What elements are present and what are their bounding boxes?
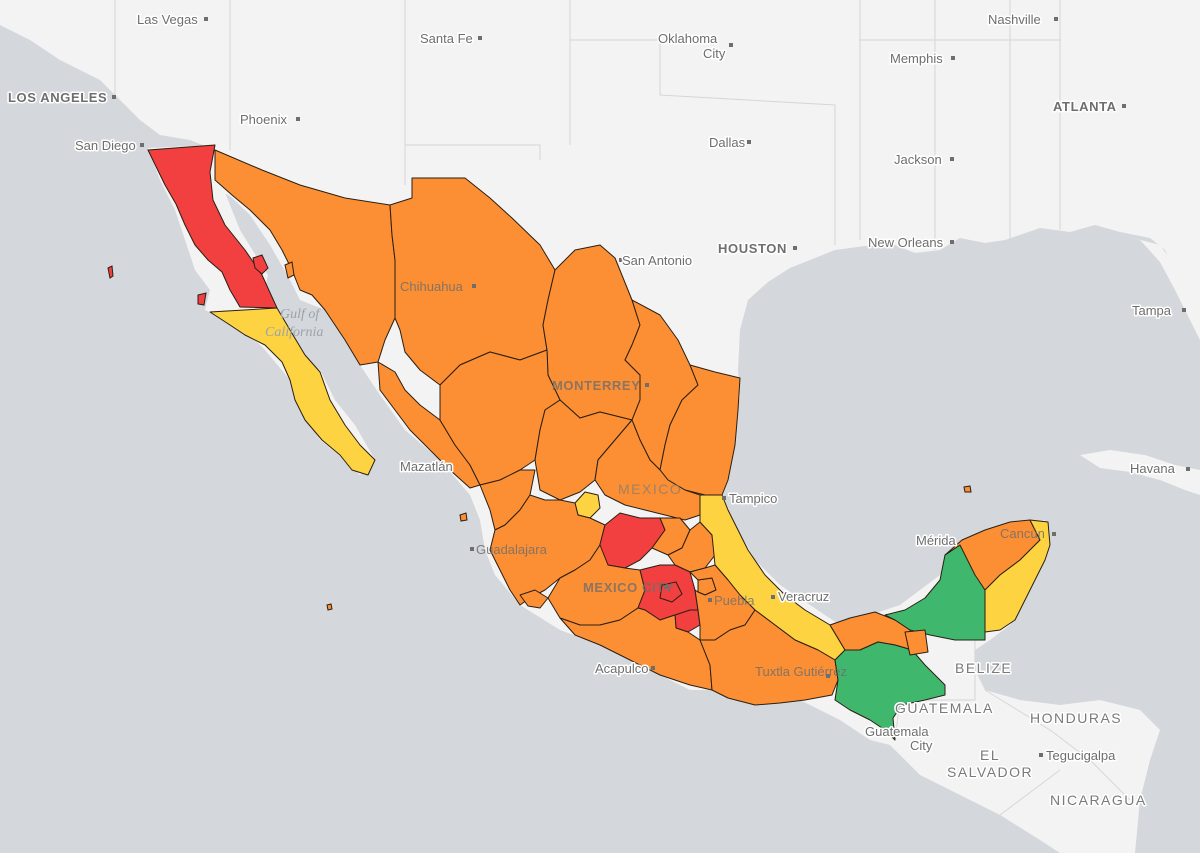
label-san-diego: San Diego: [75, 138, 136, 153]
label-atlanta: ATLANTA: [1053, 99, 1117, 114]
label-san-antonio: San Antonio: [622, 253, 692, 268]
label-tampico: Tampico: [729, 491, 777, 506]
label-memphis: Memphis: [890, 51, 943, 66]
label-california: California: [265, 325, 323, 340]
label-honduras: HONDURAS: [1030, 710, 1122, 726]
label-guatemala-city-2: City: [910, 738, 933, 753]
label-santa-fe: Santa Fe: [420, 31, 473, 46]
state-hidalgo[interactable]: [667, 521, 716, 573]
label-el: EL: [980, 747, 1000, 763]
island-cedros: [197, 292, 207, 306]
state-baja-california[interactable]: [147, 144, 278, 309]
state-sonora[interactable]: [214, 149, 396, 366]
state-chiapas[interactable]: [834, 641, 946, 741]
label-guatemala: GUATEMALA: [895, 700, 994, 716]
label-belize: BELIZE: [955, 660, 1012, 676]
label-phoenix: Phoenix: [240, 112, 287, 127]
islands: [107, 254, 972, 611]
label-los-angeles: LOS ANGELES: [8, 90, 107, 105]
state-guerrero[interactable]: [559, 607, 713, 691]
city-markers: [112, 17, 1190, 757]
label-cancun: Cancún: [1000, 526, 1045, 541]
state-tamaulipas[interactable]: [659, 364, 741, 496]
label-guadalajara: Guadalajara: [476, 542, 548, 557]
label-oklahoma: Oklahoma: [658, 31, 718, 46]
label-oklahoma-city: City: [703, 46, 726, 61]
label-salvador: SALVADOR: [947, 764, 1033, 780]
label-gulf-of: Gulf of: [280, 307, 321, 322]
mexico-states[interactable]: [147, 144, 1051, 741]
label-nicaragua: NICARAGUA: [1050, 792, 1147, 808]
island-tiburon-small: [284, 261, 295, 279]
map-labels: Las Vegas Santa Fe Oklahoma City Nashvil…: [7, 11, 1178, 810]
label-tampa: Tampa: [1132, 303, 1172, 318]
label-havana: Havana: [1130, 461, 1176, 476]
label-houston: HOUSTON: [718, 241, 787, 256]
label-mexico-city: MEXICO CITY: [583, 580, 674, 595]
label-nashville: Nashville: [988, 12, 1041, 27]
label-las-vegas: Las Vegas: [137, 12, 198, 27]
label-tegucigalpa: Tegucigalpa: [1046, 748, 1116, 763]
label-merida: Mérida: [916, 533, 957, 548]
island-revillagigedo: [326, 603, 333, 611]
label-acapulco: Acapulco: [595, 661, 648, 676]
state-baja-california-sur[interactable]: [209, 307, 376, 476]
label-new-orleans: New Orleans: [868, 235, 944, 250]
basemap-borders: [114, 0, 1131, 816]
label-mexico: MEXICO: [618, 481, 682, 497]
label-jackson: Jackson: [894, 152, 942, 167]
state-tabasco-enclave: [904, 629, 929, 656]
label-mazatlan: Mazatlán: [400, 459, 453, 474]
island-arrecife: [963, 485, 972, 493]
label-dallas: Dallas: [709, 135, 746, 150]
land-florida: [1110, 232, 1200, 340]
island-tres-marias: [459, 512, 468, 522]
island-guadalupe: [107, 265, 114, 279]
state-san-luis-potosi[interactable]: [594, 419, 701, 521]
state-quintana-roo[interactable]: [984, 519, 1051, 633]
label-monterrey: MONTERREY: [552, 378, 640, 393]
state-colima[interactable]: [519, 589, 549, 609]
state-zacatecas[interactable]: [534, 399, 633, 501]
land-cuba: [1080, 450, 1200, 495]
label-tuxtla: Tuxtla Gutiérrez: [755, 664, 847, 679]
label-guatemala-city-1: Guatemala: [865, 724, 929, 739]
label-veracruz: Veracruz: [778, 589, 829, 604]
label-chihuahua: Chihuahua: [400, 279, 464, 294]
label-puebla: Puebla: [714, 593, 755, 608]
island-tiburon: [252, 254, 269, 275]
